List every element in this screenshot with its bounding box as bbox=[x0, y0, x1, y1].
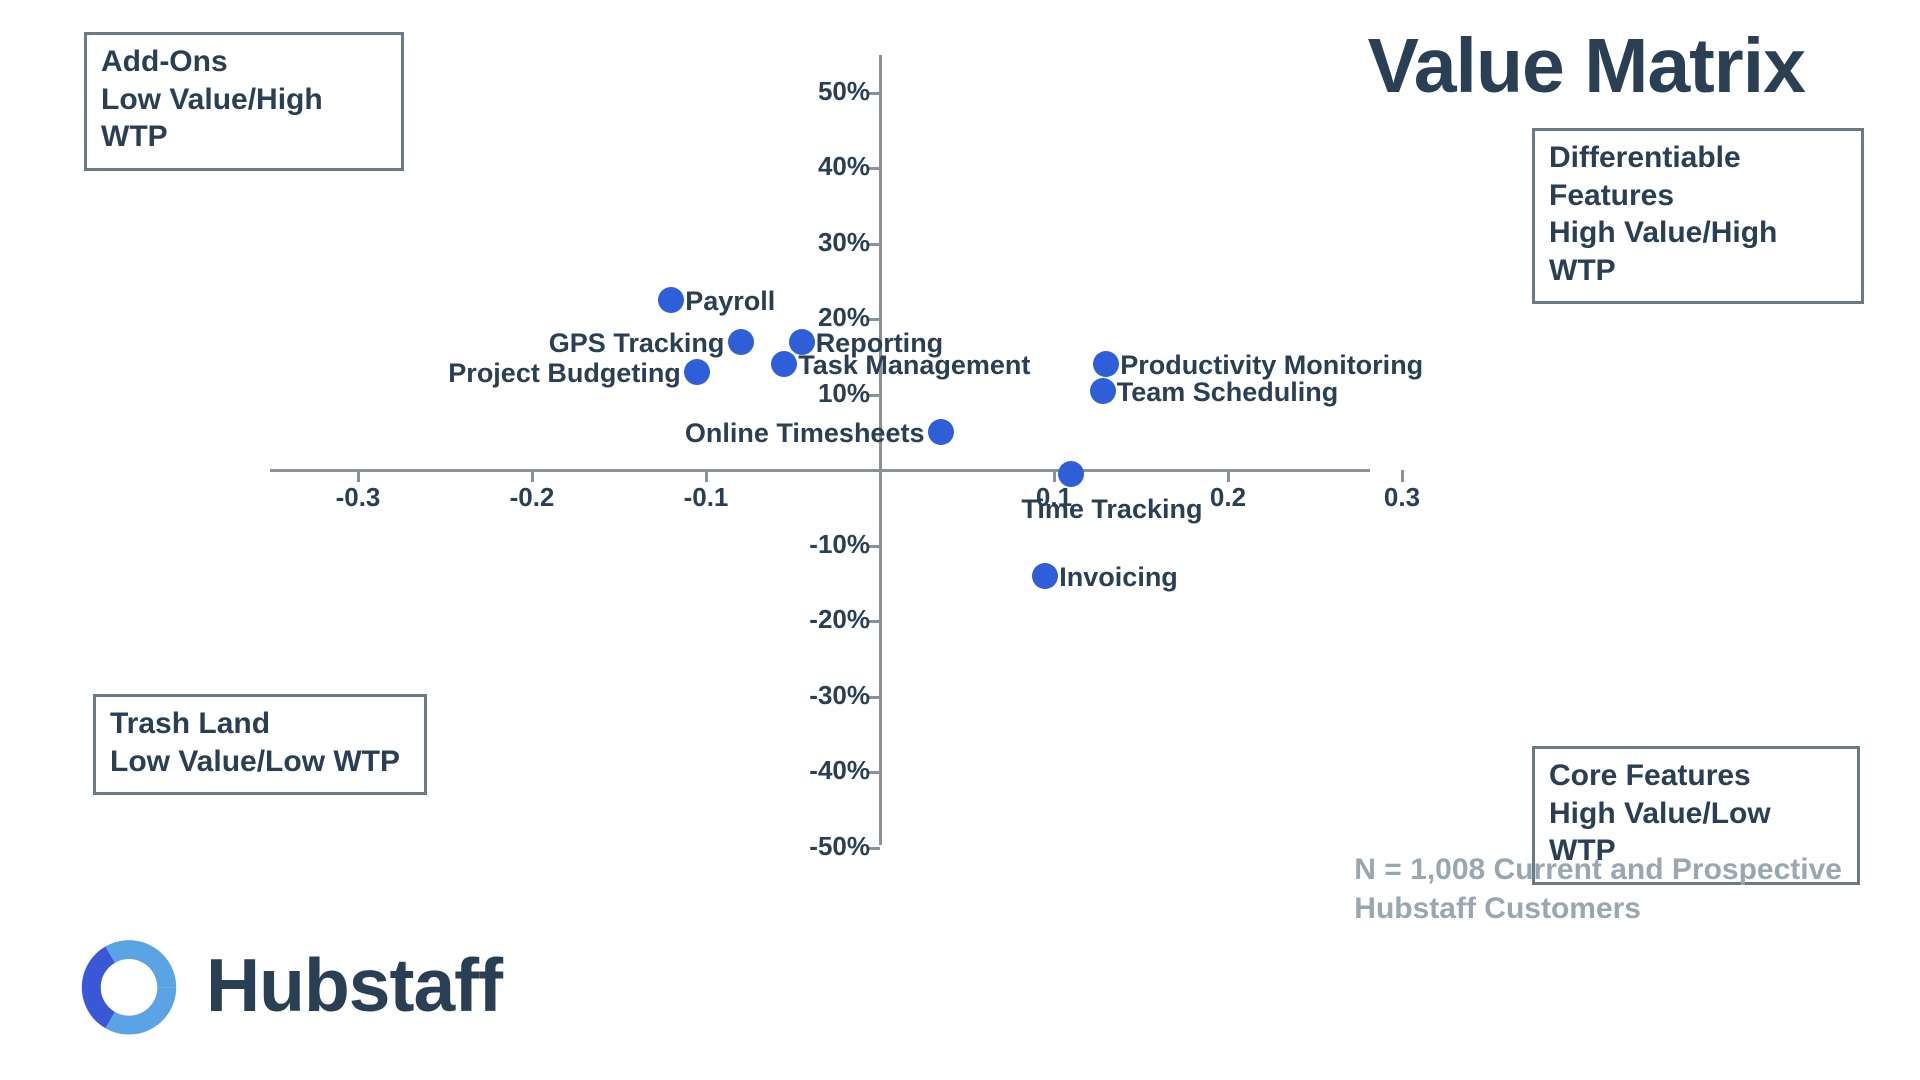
quadrant-line: High Value/High WTP bbox=[1549, 214, 1847, 289]
x-tick-mark bbox=[1053, 470, 1056, 482]
point-label-task-management: Task Management bbox=[798, 350, 1030, 381]
point-label-team-scheduling: Team Scheduling bbox=[1117, 377, 1339, 408]
y-tick-label: 10% bbox=[780, 378, 870, 409]
point-invoicing bbox=[1032, 563, 1058, 589]
quadrant-line: Features bbox=[1549, 177, 1847, 215]
quadrant-line: Core Features bbox=[1549, 757, 1843, 795]
point-label-online-timesheets: Online Timesheets bbox=[685, 418, 925, 449]
y-tick-label: 30% bbox=[780, 227, 870, 258]
x-tick-label: -0.3 bbox=[318, 482, 398, 513]
y-tick-label: -50% bbox=[780, 831, 870, 862]
y-tick-label: 40% bbox=[780, 151, 870, 182]
footnote-line1: N = 1,008 Current and Prospective bbox=[1354, 850, 1842, 889]
x-tick-mark bbox=[357, 470, 360, 482]
quadrant-add-ons: Add-OnsLow Value/High WTP bbox=[84, 32, 404, 171]
quadrant-line: Differentiable bbox=[1549, 139, 1847, 177]
hubstaff-logo: Hubstaff bbox=[70, 926, 502, 1044]
x-tick-label: -0.2 bbox=[492, 482, 572, 513]
value-matrix-chart: Value Matrix -0.3-0.2-0.10.10.20.350%40%… bbox=[0, 0, 1920, 1080]
point-payroll bbox=[658, 287, 684, 313]
sample-size-footnote: N = 1,008 Current and Prospective Hubsta… bbox=[1354, 850, 1842, 928]
x-tick-mark bbox=[1227, 470, 1230, 482]
x-tick-label: 0.3 bbox=[1362, 482, 1442, 513]
point-gps-tracking bbox=[728, 329, 754, 355]
y-axis bbox=[879, 55, 882, 845]
y-tick-label: -30% bbox=[780, 680, 870, 711]
hubstaff-logo-icon bbox=[70, 926, 188, 1044]
quadrant-line: Trash Land bbox=[110, 705, 410, 743]
point-online-timesheets bbox=[928, 419, 954, 445]
point-label-invoicing: Invoicing bbox=[1059, 562, 1178, 593]
quadrant-trash-land: Trash LandLow Value/Low WTP bbox=[93, 694, 427, 795]
point-label-gps-tracking: GPS Tracking bbox=[549, 328, 725, 359]
x-axis bbox=[270, 469, 1370, 472]
x-tick-mark bbox=[1401, 470, 1404, 482]
quadrant-line: Add-Ons bbox=[101, 43, 387, 81]
quadrant-line: Low Value/High WTP bbox=[101, 81, 387, 156]
point-label-payroll: Payroll bbox=[685, 286, 775, 317]
point-productivity-monitoring bbox=[1093, 351, 1119, 377]
point-team-scheduling bbox=[1090, 378, 1116, 404]
x-tick-label: -0.1 bbox=[666, 482, 746, 513]
point-label-project-budgeting: Project Budgeting bbox=[448, 358, 681, 389]
y-tick-label: -20% bbox=[780, 604, 870, 635]
point-time-tracking bbox=[1058, 461, 1084, 487]
point-project-budgeting bbox=[684, 359, 710, 385]
y-tick-label: 50% bbox=[780, 76, 870, 107]
point-task-management bbox=[771, 351, 797, 377]
quadrant-differentiable: DifferentiableFeaturesHigh Value/High WT… bbox=[1532, 128, 1864, 304]
quadrant-line: Low Value/Low WTP bbox=[110, 743, 410, 781]
point-label-time-tracking: Time Tracking bbox=[1021, 494, 1202, 525]
footnote-line2: Hubstaff Customers bbox=[1354, 889, 1842, 928]
y-tick-label: -10% bbox=[780, 529, 870, 560]
y-tick-label: -40% bbox=[780, 755, 870, 786]
x-tick-mark bbox=[531, 470, 534, 482]
x-tick-mark bbox=[705, 470, 708, 482]
hubstaff-logo-text: Hubstaff bbox=[206, 942, 502, 1028]
